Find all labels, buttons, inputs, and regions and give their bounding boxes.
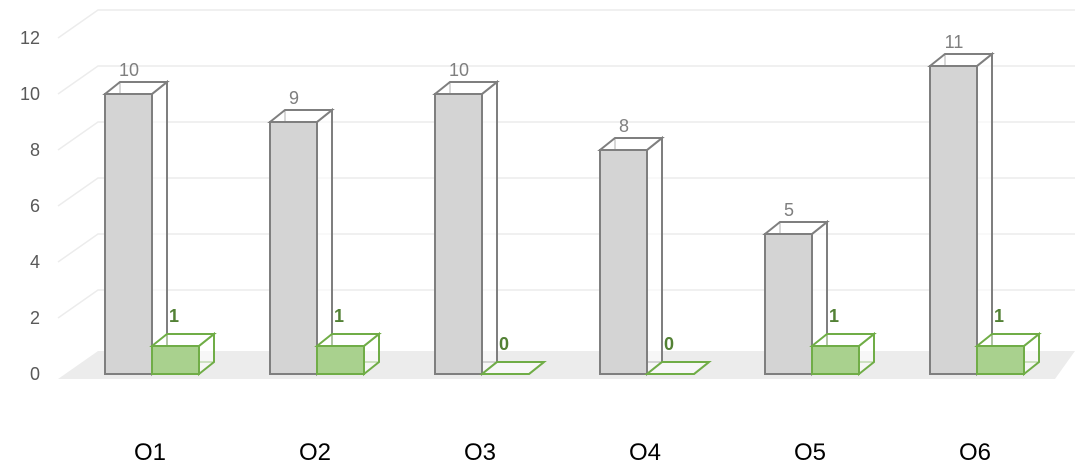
gridline xyxy=(57,233,1075,263)
gridlines xyxy=(57,9,1075,319)
bar-series1 xyxy=(597,135,665,377)
data-label-series1: 11 xyxy=(945,32,964,52)
data-label-series1: 8 xyxy=(619,116,629,136)
y-tick-label: 2 xyxy=(30,308,40,328)
category-label: O4 xyxy=(629,439,661,463)
bar-series1 xyxy=(102,79,170,377)
bars xyxy=(102,51,1042,377)
bar-series2 xyxy=(479,361,547,375)
data-label-series2: 1 xyxy=(334,306,344,326)
bar-series1 xyxy=(267,107,335,377)
bar-series1 xyxy=(762,219,830,377)
gridline xyxy=(57,65,1075,95)
y-tick-label: 4 xyxy=(30,252,40,272)
category-label: O3 xyxy=(464,439,496,463)
y-tick-label: 12 xyxy=(20,28,40,48)
y-tick-label: 10 xyxy=(20,84,40,104)
bar-series2 xyxy=(809,331,877,377)
data-label-series1: 10 xyxy=(119,60,139,80)
bar-series2 xyxy=(314,331,382,377)
bar-series2 xyxy=(974,331,1042,377)
bar-series2 xyxy=(149,331,217,377)
gridline xyxy=(57,289,1075,319)
bar-series1 xyxy=(927,51,995,377)
y-tick-label: 8 xyxy=(30,140,40,160)
data-label-series2: 1 xyxy=(994,306,1004,326)
gridline xyxy=(57,177,1075,207)
data-label-series1: 9 xyxy=(289,88,299,108)
data-label-series2: 1 xyxy=(169,306,179,326)
gridline xyxy=(57,121,1075,151)
bar-series1 xyxy=(432,79,500,377)
data-label-series1: 10 xyxy=(449,60,469,80)
y-tick-label: 6 xyxy=(30,196,40,216)
data-label-series2: 0 xyxy=(499,334,509,354)
category-label: O6 xyxy=(959,439,991,463)
category-label: O2 xyxy=(299,439,331,463)
y-tick-label: 0 xyxy=(30,364,40,384)
y-axis-tick-labels: 0 2 4 6 8 10 12 xyxy=(20,28,40,384)
x-axis-category-labels: O1 O2 O3 O4 O5 O6 xyxy=(134,439,991,463)
category-label: O5 xyxy=(794,439,826,463)
gridline xyxy=(57,9,1075,39)
bar-series2 xyxy=(644,361,712,375)
data-label-series1: 5 xyxy=(784,200,794,220)
data-label-series2: 0 xyxy=(664,334,674,354)
data-label-series2: 1 xyxy=(829,306,839,326)
category-label: O1 xyxy=(134,439,166,463)
